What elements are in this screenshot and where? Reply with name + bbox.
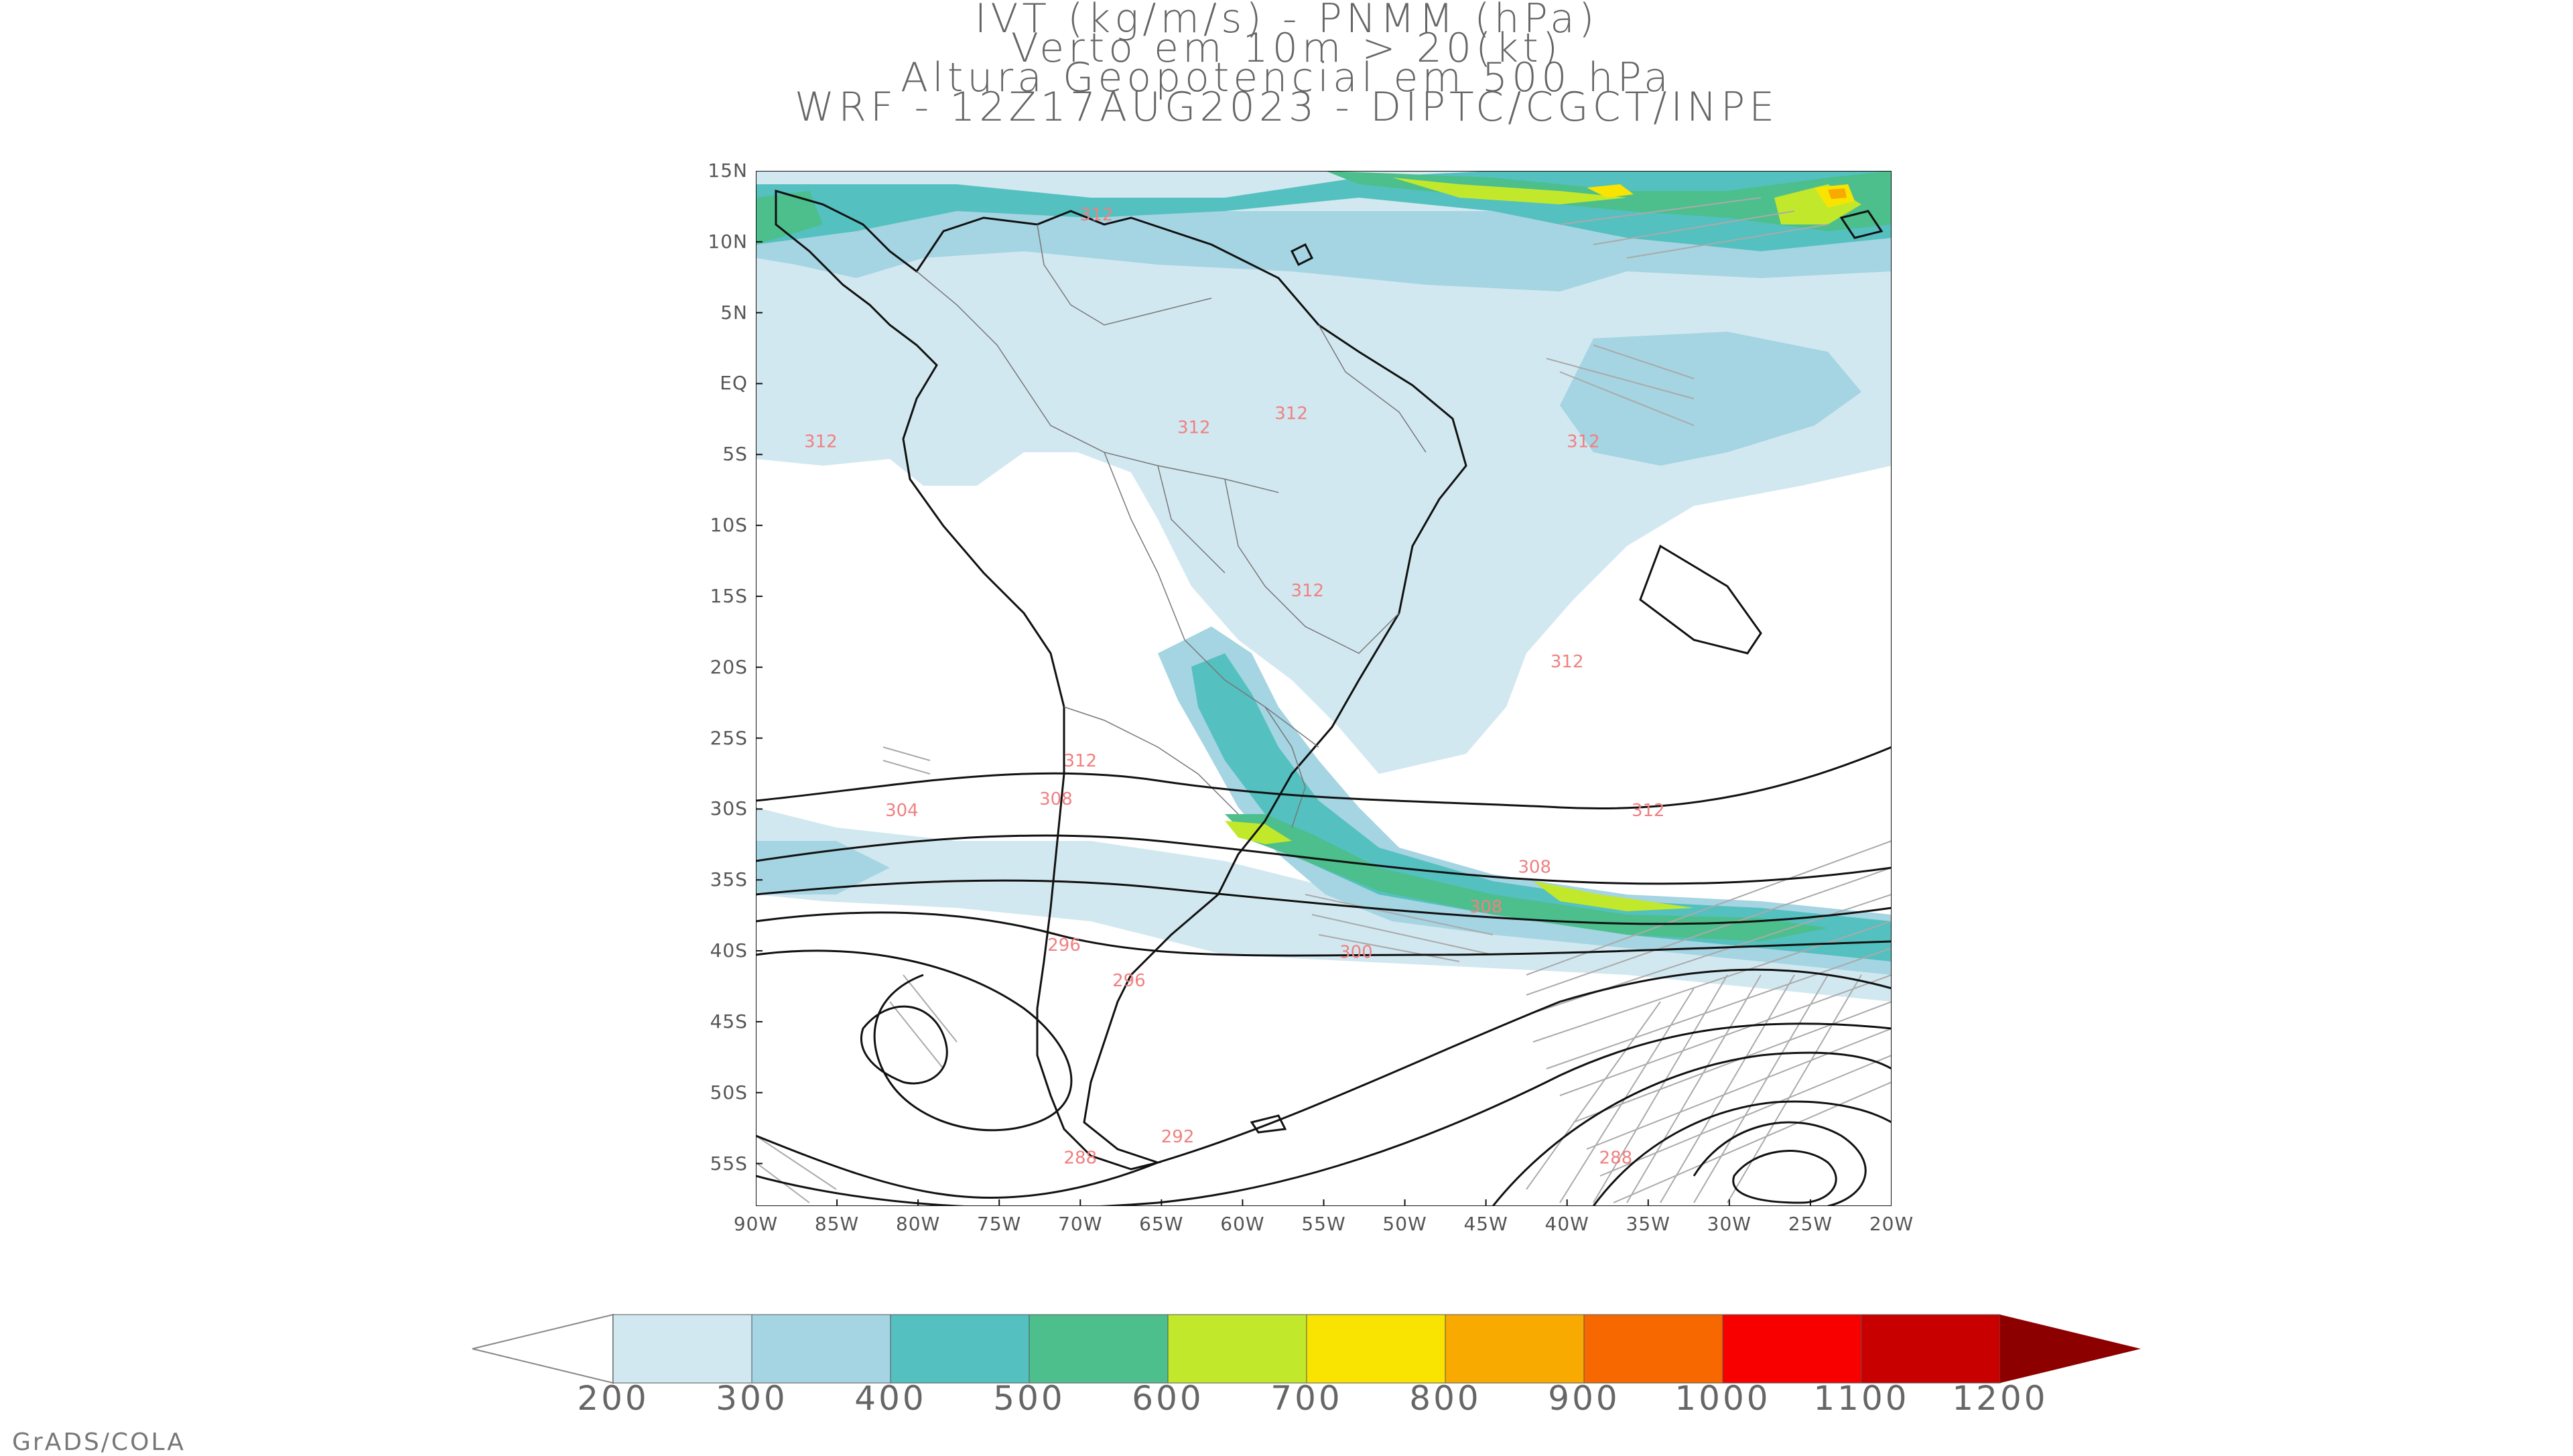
colorbar-box bbox=[1306, 1314, 1446, 1384]
ivt-shading-800 bbox=[1828, 188, 1847, 199]
map-title-block: IVT (kg/m/s) - PNMM (hPa) Verto em 10m >… bbox=[0, 0, 2573, 131]
contour-label: 308 bbox=[1039, 789, 1073, 809]
title-line-2: Verto em 10m > 20(kt) bbox=[1010, 25, 1563, 72]
colorbar-label: 700 bbox=[1270, 1379, 1343, 1418]
contour-label: 312 bbox=[1080, 205, 1114, 225]
colorbar-under-arrow bbox=[472, 1313, 614, 1384]
ivt-shading-600 bbox=[1225, 178, 1861, 911]
lon-label: 45W bbox=[1463, 1213, 1508, 1235]
colorbar-label: 800 bbox=[1409, 1379, 1481, 1418]
lon-label: 80W bbox=[895, 1213, 941, 1235]
colorbar-label: 600 bbox=[1132, 1379, 1204, 1418]
colorbar-box bbox=[1167, 1314, 1307, 1384]
lat-label: 35S bbox=[710, 868, 748, 891]
lat-label: 10S bbox=[710, 514, 748, 537]
contour-label: 308 bbox=[1469, 897, 1503, 917]
contour-label: 312 bbox=[1567, 432, 1600, 452]
contour-label: 288 bbox=[1063, 1148, 1097, 1169]
lat-label: 15S bbox=[710, 584, 748, 607]
contour-label: 312 bbox=[1177, 418, 1211, 438]
lon-label: 85W bbox=[814, 1213, 860, 1235]
colorbar-box bbox=[890, 1314, 1030, 1384]
colorbar-box bbox=[1029, 1314, 1169, 1384]
lon-label: 90W bbox=[733, 1213, 779, 1235]
colorbar-box bbox=[1583, 1314, 1723, 1384]
contour-label: 288 bbox=[1599, 1148, 1633, 1169]
contour-label: 296 bbox=[1047, 935, 1081, 955]
contour-label: 292 bbox=[1161, 1127, 1195, 1147]
contour-label: 304 bbox=[885, 801, 919, 821]
contour-label: 312 bbox=[1063, 751, 1097, 771]
colorbar-label: 1200 bbox=[1952, 1379, 2048, 1418]
lon-label: 50W bbox=[1382, 1213, 1427, 1235]
lat-label: 25S bbox=[710, 726, 748, 749]
contour-label: 296 bbox=[1112, 971, 1146, 991]
lat-label: 40S bbox=[710, 939, 748, 962]
lat-label: 45S bbox=[710, 1010, 748, 1033]
colorbar-label: 300 bbox=[716, 1379, 788, 1418]
country-borders bbox=[916, 224, 1427, 828]
lat-label: 5N bbox=[720, 301, 748, 324]
lon-label: 35W bbox=[1626, 1213, 1670, 1235]
colorbar-label: 1100 bbox=[1813, 1379, 1910, 1418]
colorbar-label: 200 bbox=[577, 1379, 649, 1418]
lat-label: EQ bbox=[720, 372, 748, 395]
lon-label: 55W bbox=[1301, 1213, 1346, 1235]
map-panel: 312 312 312 312 312 312 312 312 312 304 308 308 308 3… bbox=[708, 159, 1913, 1235]
lon-label: 60W bbox=[1220, 1213, 1265, 1235]
contour-label: 312 bbox=[1551, 652, 1584, 672]
colorbar-box bbox=[751, 1314, 891, 1384]
lat-label: 15N bbox=[708, 159, 748, 182]
lat-label: 50S bbox=[710, 1081, 748, 1104]
colorbar-label: 400 bbox=[854, 1379, 927, 1418]
contour-label-layer: 312 312 312 312 312 312 312 312 312 304 308 308 308 3… bbox=[804, 205, 1665, 1168]
lon-label: 65W bbox=[1139, 1213, 1184, 1235]
lon-label: 20W bbox=[1869, 1213, 1914, 1235]
colorbar-label: 900 bbox=[1548, 1379, 1620, 1418]
lat-label: 30S bbox=[710, 797, 748, 820]
contour-label: 308 bbox=[1518, 858, 1551, 878]
colorbar-box bbox=[1445, 1314, 1585, 1384]
lat-label: 55S bbox=[710, 1152, 748, 1175]
title-line-3: Altura Geopotencial em 500 hPa bbox=[901, 54, 1672, 101]
contour-label: 312 bbox=[1632, 801, 1665, 821]
title-line-4: WRF - 12Z17AUG2023 - DIPTC/CGCT/INPE bbox=[794, 84, 1779, 131]
lon-label: 70W bbox=[1058, 1213, 1103, 1235]
lat-label: 20S bbox=[710, 655, 748, 678]
geopotential-contours bbox=[756, 746, 1892, 1206]
lon-label: 75W bbox=[977, 1213, 1022, 1235]
contour-label: 312 bbox=[1274, 403, 1308, 423]
weather-map: 312 312 312 312 312 312 312 312 312 304 308 308 308 3… bbox=[756, 171, 1892, 1206]
lat-label: 10N bbox=[708, 230, 748, 253]
contour-label: 300 bbox=[1339, 943, 1373, 963]
contour-label: 312 bbox=[804, 432, 838, 452]
lon-label: 25W bbox=[1788, 1213, 1833, 1235]
colorbar-label: 500 bbox=[993, 1379, 1065, 1418]
colorbar-label: 1000 bbox=[1674, 1379, 1771, 1418]
colorbar-box bbox=[612, 1314, 752, 1384]
colorbar-box bbox=[1861, 1314, 2001, 1384]
lon-label: 30W bbox=[1707, 1213, 1752, 1235]
contour-label: 312 bbox=[1291, 581, 1324, 601]
lon-label: 40W bbox=[1544, 1213, 1589, 1235]
colorbar-over-arrow bbox=[2000, 1315, 2141, 1383]
title-line-1: IVT (kg/m/s) - PNMM (hPa) bbox=[974, 0, 1599, 42]
lat-label: 5S bbox=[722, 443, 748, 466]
colorbar-box bbox=[1722, 1314, 1862, 1384]
credit-text: GrADS/COLA bbox=[12, 1429, 186, 1456]
